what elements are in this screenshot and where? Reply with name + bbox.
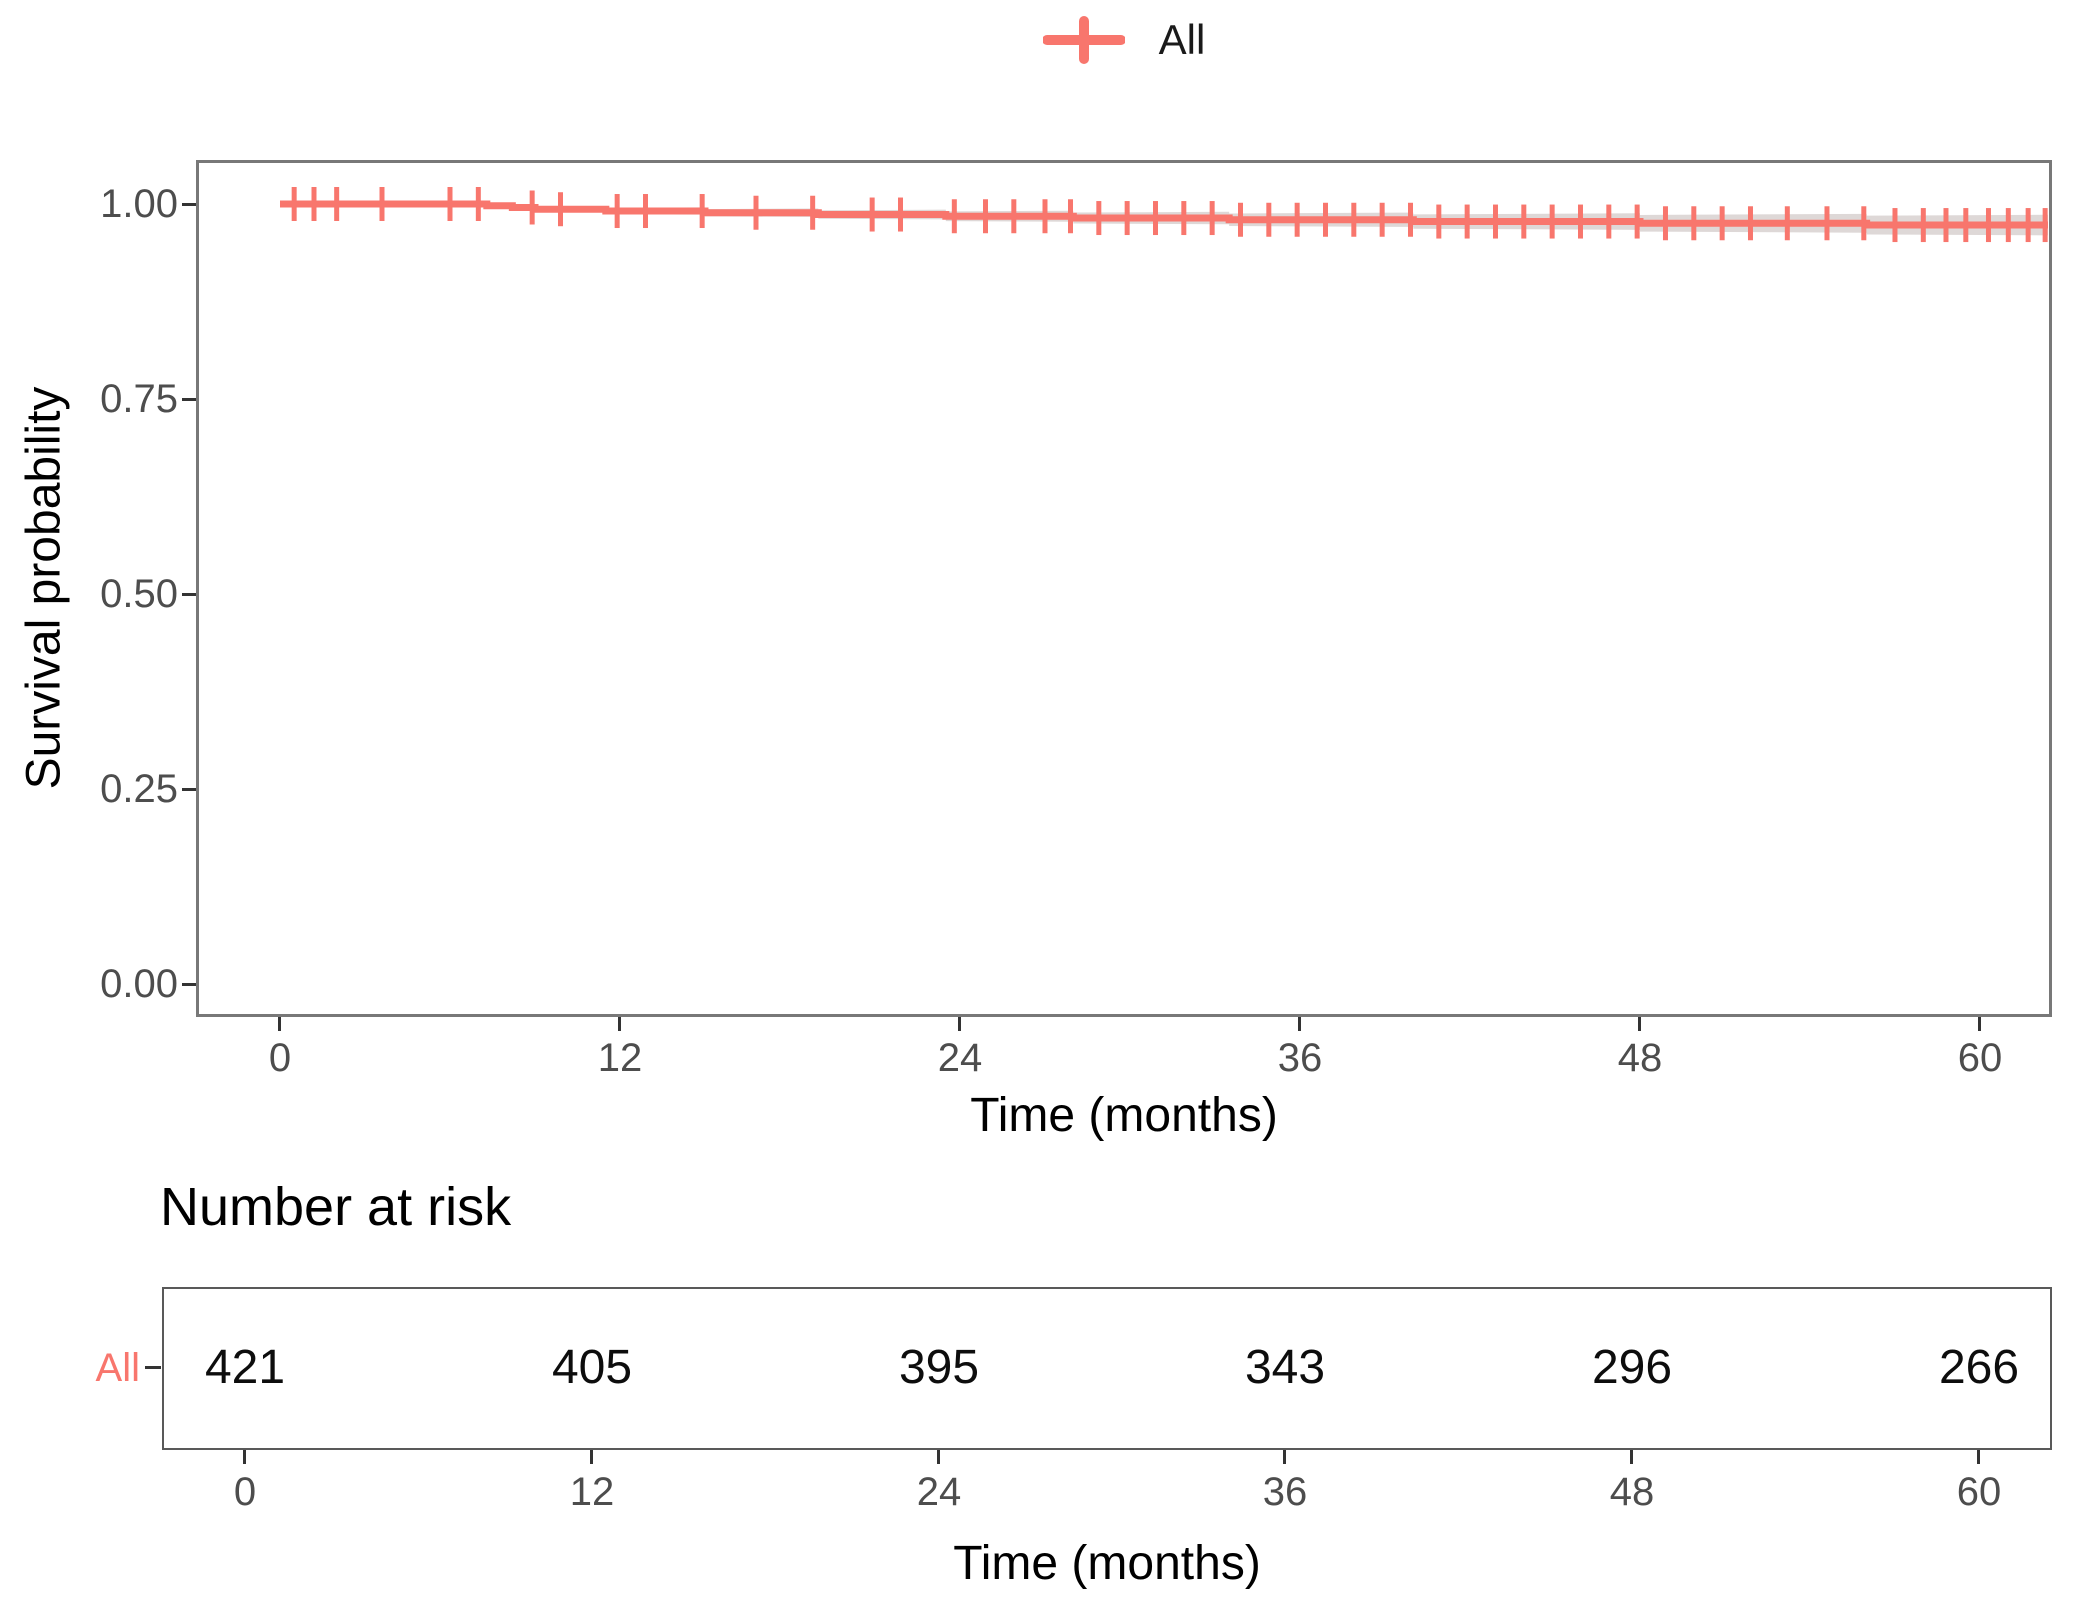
plot-panel [196,160,2052,1017]
risk-x-tick-mark [590,1450,593,1464]
censor-marks [291,187,2048,243]
x-tick-label: 60 [1957,1036,2003,1080]
y-tick-label: 0.50 [100,572,178,616]
risk-x-tick-label: 48 [1609,1470,1655,1514]
km-curve-svg [280,187,2048,243]
risk-x-tick-mark [1977,1450,1980,1464]
x-tick-label: 0 [268,1036,292,1080]
risk-x-tick-label: 60 [1956,1470,2002,1514]
legend-label: All [1158,16,1206,63]
legend-key-cross-icon [1042,16,1125,64]
x-tick-mark [958,1017,961,1031]
risk-x-tick-mark [1283,1450,1286,1464]
legend: All [196,10,2052,70]
risk-table-title: Number at risk [160,1177,512,1237]
y-tick-label: 0.25 [100,767,178,811]
risk-count: 395 [898,1341,980,1394]
y-tick-mark [182,593,196,596]
risk-x-tick-mark [243,1450,246,1464]
risk-x-tick-label: 0 [233,1470,257,1514]
risk-x-axis-title: Time (months) [953,1537,1261,1590]
risk-count: 405 [551,1341,633,1394]
x-tick-mark [1298,1017,1301,1031]
y-tick-mark [182,983,196,986]
x-tick-mark [278,1017,281,1031]
risk-count: 421 [204,1341,286,1394]
risk-x-tick-label: 24 [916,1470,962,1514]
y-tick-mark [182,398,196,401]
survival-curve [280,200,2048,229]
risk-row-tick-mark [145,1366,161,1369]
y-tick-mark [182,788,196,791]
x-tick-label: 48 [1617,1036,1663,1080]
risk-count: 296 [1591,1341,1673,1394]
risk-row-label: All [95,1346,140,1390]
y-tick-label: 0.75 [100,377,178,421]
risk-count: 343 [1244,1341,1326,1394]
x-tick-label: 12 [597,1036,643,1080]
risk-count: 266 [1938,1341,2020,1394]
x-tick-mark [1638,1017,1641,1031]
risk-x-tick-label: 36 [1262,1470,1308,1514]
y-tick-label: 1.00 [100,182,178,226]
risk-x-tick-label: 12 [569,1470,615,1514]
x-tick-mark [618,1017,621,1031]
risk-x-tick-mark [937,1450,940,1464]
x-axis-title: Time (months) [970,1089,1278,1142]
risk-x-tick-mark [1630,1450,1633,1464]
x-tick-label: 24 [937,1036,983,1080]
risk-table-panel [162,1287,2052,1450]
x-tick-label: 36 [1277,1036,1323,1080]
y-tick-label: 0.00 [100,962,178,1006]
x-tick-mark [1978,1017,1981,1031]
y-tick-mark [182,203,196,206]
